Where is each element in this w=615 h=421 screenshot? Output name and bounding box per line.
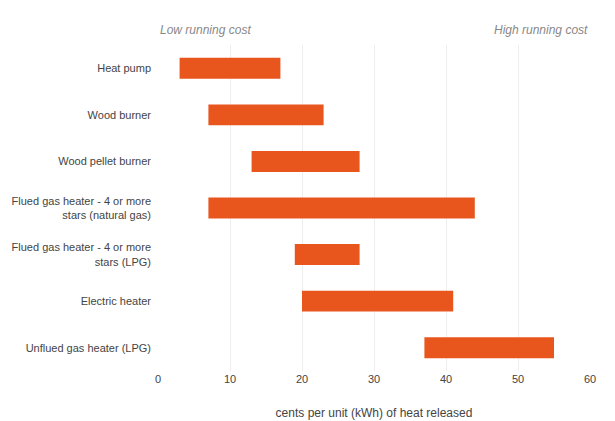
svg-text:Wood pellet burner: Wood pellet burner <box>58 155 151 167</box>
svg-text:30: 30 <box>368 373 380 385</box>
svg-text:Electric heater: Electric heater <box>81 295 152 307</box>
svg-text:Unflued gas heater (LPG): Unflued gas heater (LPG) <box>26 342 151 354</box>
svg-text:Wood burner: Wood burner <box>88 109 152 121</box>
svg-text:0: 0 <box>155 373 161 385</box>
svg-text:Flued gas heater - 4 or morest: Flued gas heater - 4 or morestars (natur… <box>12 195 151 221</box>
svg-text:20: 20 <box>296 373 308 385</box>
svg-text:Low running cost: Low running cost <box>160 23 251 37</box>
svg-text:Flued gas heater - 4 or morest: Flued gas heater - 4 or morestars (LPG) <box>12 241 151 267</box>
svg-text:10: 10 <box>224 373 236 385</box>
svg-text:40: 40 <box>440 373 452 385</box>
svg-text:50: 50 <box>512 373 524 385</box>
svg-text:High running cost: High running cost <box>494 23 588 37</box>
svg-text:60: 60 <box>584 373 596 385</box>
svg-text:cents per unit (kWh) of heat r: cents per unit (kWh) of heat released <box>276 406 473 420</box>
svg-text:Heat pump: Heat pump <box>97 62 151 74</box>
